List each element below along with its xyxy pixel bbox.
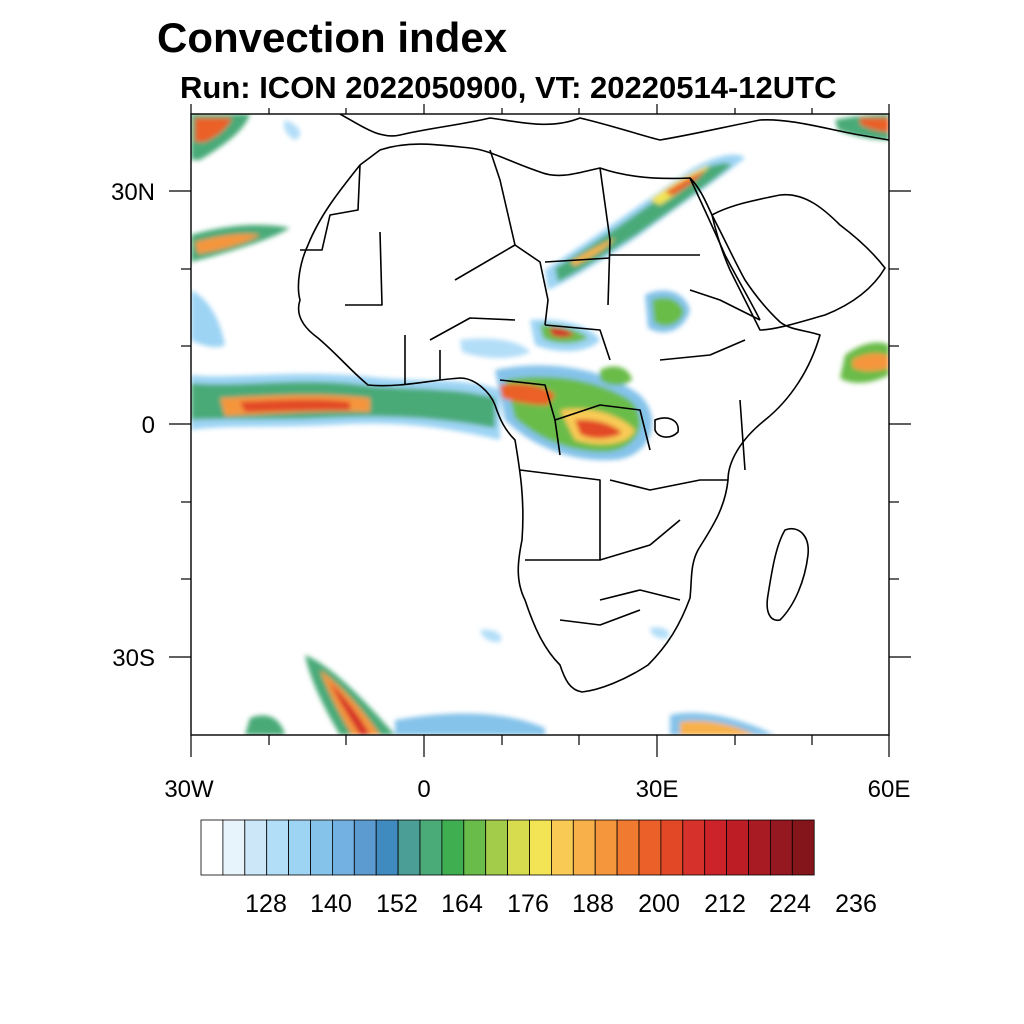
colorbar-swatch	[529, 819, 552, 876]
chart-title: Convection index	[157, 14, 508, 61]
colorbar-label: 188	[572, 890, 614, 918]
colorbar-swatch	[616, 819, 640, 876]
coastlines-borders	[297, 114, 889, 693]
colorbar-swatch	[594, 819, 618, 876]
colorbar-label: 164	[441, 890, 483, 918]
colorbar-swatch	[507, 819, 530, 876]
chart-subtitle: Run: ICON 2022050900, VT: 20220514-12UTC	[180, 70, 837, 105]
colorbar-swatch	[551, 819, 574, 876]
lon-label-60e: 60E	[868, 776, 911, 803]
lat-label-30s: 30S	[112, 645, 155, 672]
lat-label-30n: 30N	[111, 179, 155, 206]
colorbar-swatch	[726, 819, 749, 876]
lon-label-30e: 30E	[636, 776, 679, 803]
colorbar-swatch	[638, 819, 662, 876]
colorbar-swatch	[288, 819, 311, 876]
lon-tick-labels: 30W 0 30E 60E	[164, 776, 910, 803]
arabia-coastline	[711, 193, 886, 331]
colorbar-swatch	[485, 819, 509, 876]
colorbar-swatch	[748, 819, 771, 876]
europe-coastline	[339, 114, 889, 141]
colorbar-swatch	[704, 819, 728, 876]
colorbar-label: 224	[769, 890, 811, 918]
lon-label-30w: 30W	[164, 776, 214, 803]
colorbar-swatch	[397, 819, 421, 876]
colorbar-label: 140	[310, 890, 352, 918]
colorbar-label: 236	[835, 890, 877, 918]
colorbar	[200, 819, 815, 876]
colorbar-swatch	[310, 819, 333, 876]
axis-ticks	[169, 104, 911, 757]
colorbar-labels: 128 140 152 164 176 188 200 212 224 236	[245, 890, 877, 918]
colorbar-swatch	[441, 819, 465, 876]
colorbar-swatch	[572, 819, 596, 876]
colorbar-swatch	[331, 819, 355, 876]
lat-label-0: 0	[142, 412, 155, 439]
colorbar-swatch	[375, 819, 399, 876]
lat-tick-labels: 30N 0 30S	[111, 179, 155, 672]
lon-label-0: 0	[417, 776, 430, 803]
colorbar-label: 200	[638, 890, 680, 918]
colorbar-label: 152	[376, 890, 418, 918]
madagascar-coastline	[766, 528, 809, 621]
colorbar-swatch	[791, 819, 815, 876]
colorbar-swatch	[200, 819, 224, 876]
africa-coastline	[297, 143, 821, 693]
colorbar-swatch	[419, 819, 443, 876]
colorbar-swatch	[244, 819, 268, 876]
colorbar-swatch	[682, 819, 706, 876]
colorbar-swatch	[770, 819, 793, 876]
colorbar-label: 128	[245, 890, 287, 918]
colorbar-swatch	[353, 819, 377, 876]
colorbar-label: 176	[507, 890, 549, 918]
colorbar-swatch	[660, 819, 684, 876]
colorbar-swatch	[222, 819, 246, 876]
colorbar-label: 212	[704, 890, 746, 918]
colorbar-swatch	[463, 819, 487, 876]
colorbar-swatch	[266, 819, 290, 876]
